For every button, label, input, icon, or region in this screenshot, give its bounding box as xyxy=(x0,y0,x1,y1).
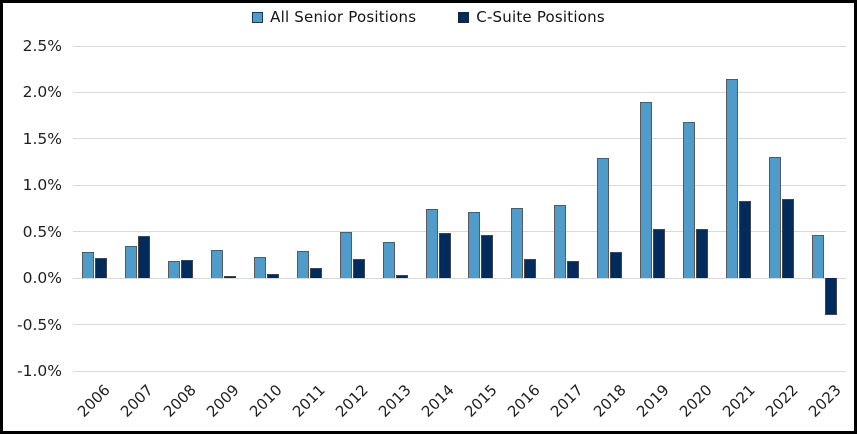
bar-c-suite-positions-2022 xyxy=(782,199,795,279)
bar-c-suite-positions-2019 xyxy=(653,228,666,279)
gridline xyxy=(73,231,846,233)
bar-all-senior-positions-2012 xyxy=(339,231,352,279)
bar-all-senior-positions-2017 xyxy=(554,204,567,279)
bar-c-suite-positions-2013 xyxy=(395,275,408,279)
gridline xyxy=(73,45,846,47)
gridline xyxy=(73,324,846,326)
gridline xyxy=(73,91,846,93)
chart-legend: All Senior Positions C-Suite Positions xyxy=(3,8,854,26)
bar-c-suite-positions-2017 xyxy=(567,260,580,279)
gridline xyxy=(73,184,846,186)
y-axis-tick-label: -1.0% xyxy=(17,362,62,380)
gridline xyxy=(73,138,846,140)
bar-c-suite-positions-2006 xyxy=(94,257,107,279)
bar-all-senior-positions-2009 xyxy=(210,250,223,279)
bar-all-senior-positions-2011 xyxy=(296,251,309,279)
bar-c-suite-positions-2021 xyxy=(739,201,752,279)
legend-label-all-senior-positions: All Senior Positions xyxy=(270,8,417,26)
legend-swatch-c-suite-positions xyxy=(458,11,470,23)
bar-c-suite-positions-2007 xyxy=(137,236,150,279)
legend-swatch-all-senior-positions xyxy=(252,11,264,23)
bar-all-senior-positions-2016 xyxy=(511,207,524,279)
bar-all-senior-positions-2018 xyxy=(597,158,610,279)
bar-all-senior-positions-2010 xyxy=(253,256,266,279)
bar-c-suite-positions-2014 xyxy=(438,232,451,279)
y-axis-tick-label: 0.5% xyxy=(22,222,62,241)
bar-c-suite-positions-2023 xyxy=(825,278,838,316)
y-axis-tick-label: 1.5% xyxy=(22,129,62,148)
legend-item-c-suite-positions: C-Suite Positions xyxy=(458,8,605,26)
bar-c-suite-positions-2010 xyxy=(266,274,279,279)
bar-all-senior-positions-2015 xyxy=(468,212,481,279)
bar-all-senior-positions-2021 xyxy=(726,79,739,279)
bar-c-suite-positions-2015 xyxy=(481,234,494,279)
y-axis-tick-label: 1.0% xyxy=(22,176,62,195)
bar-all-senior-positions-2020 xyxy=(683,122,696,279)
bar-all-senior-positions-2006 xyxy=(81,252,94,279)
bar-all-senior-positions-2023 xyxy=(812,234,825,279)
bar-c-suite-positions-2016 xyxy=(524,258,537,279)
bar-c-suite-positions-2012 xyxy=(352,258,365,279)
y-axis-tick-label: 0.0% xyxy=(22,269,62,288)
bar-c-suite-positions-2011 xyxy=(309,267,322,279)
legend-label-c-suite-positions: C-Suite Positions xyxy=(476,8,605,26)
bar-c-suite-positions-2009 xyxy=(223,276,236,279)
bar-all-senior-positions-2014 xyxy=(425,209,438,279)
bar-all-senior-positions-2013 xyxy=(382,241,395,279)
bar-all-senior-positions-2022 xyxy=(769,157,782,279)
legend-item-all-senior-positions: All Senior Positions xyxy=(252,8,416,26)
bar-c-suite-positions-2008 xyxy=(180,259,193,279)
bar-all-senior-positions-2019 xyxy=(640,101,653,279)
bar-c-suite-positions-2020 xyxy=(696,228,709,279)
gridline xyxy=(73,370,846,372)
y-axis-tick-label: 2.5% xyxy=(22,37,62,55)
y-axis-tick-label: 2.0% xyxy=(22,83,62,102)
gridline xyxy=(73,277,846,279)
bar-all-senior-positions-2007 xyxy=(124,245,137,279)
bar-all-senior-positions-2008 xyxy=(167,260,180,279)
y-axis-tick-label: -0.5% xyxy=(17,315,62,334)
bar-c-suite-positions-2018 xyxy=(610,252,623,279)
